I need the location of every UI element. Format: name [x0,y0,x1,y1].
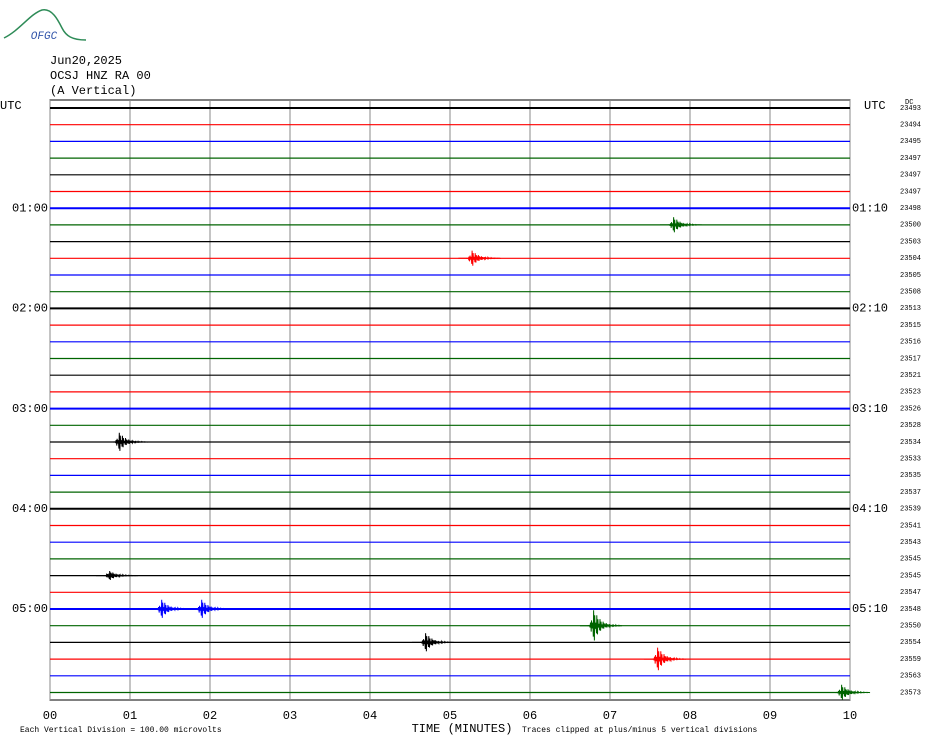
dc-value: 23563 [900,673,921,681]
x-tick-label: 00 [43,709,57,723]
event [580,610,623,641]
dc-value: 23504 [900,255,921,263]
dc-value: 23494 [900,122,921,130]
dc-value: 23535 [900,472,921,480]
component: (A Vertical) [50,84,136,98]
dc-value: 23515 [900,322,921,330]
scale-note: Each Vertical Division = 100.00 microvol… [20,726,222,735]
dc-value: 23493 [900,105,921,113]
event [828,684,871,700]
left-time-label: 02:00 [12,302,48,316]
event [458,250,501,266]
dc-value: 23497 [900,172,921,180]
event [96,570,139,581]
x-tick-label: 09 [763,709,777,723]
x-tick-label: 01 [123,709,137,723]
dc-value: 23523 [900,389,921,397]
x-tick-label: 04 [363,709,377,723]
x-tick-label: 03 [283,709,297,723]
logo-curve [3,9,87,41]
right-time-label: 02:10 [852,302,888,316]
left-time-label: 04:00 [12,502,48,516]
dc-value: 23541 [900,522,921,530]
dc-value: 23548 [900,606,921,614]
dc-value: 23497 [900,155,921,163]
event [105,432,148,451]
right-time-label: 03:10 [852,402,888,416]
x-label: TIME (MINUTES) [412,722,513,736]
dc-value: 23505 [900,272,921,280]
dc-value: 23526 [900,405,921,413]
dc-value: 23497 [900,188,921,196]
dc-value: 23554 [900,639,921,647]
right-time-label: 01:10 [852,201,888,215]
dc-value: 23534 [900,439,921,447]
left-time-label: 03:00 [12,402,48,416]
right-header: UTC [864,99,886,113]
x-tick-label: 02 [203,709,217,723]
right-time-label: 04:10 [852,502,888,516]
x-tick-label: 06 [523,709,537,723]
dc-value: 23543 [900,539,921,547]
dc-value: 23547 [900,589,921,597]
event [188,599,231,618]
event [148,599,191,618]
event [660,217,703,233]
dc-value: 23500 [900,222,921,230]
dc-value: 23516 [900,339,921,347]
station: OCSJ HNZ RA 00 [50,69,151,83]
dc-value: 23537 [900,489,921,497]
x-tick-label: 10 [843,709,857,723]
dc-value: 23539 [900,506,921,514]
left-time-label: 01:00 [12,201,48,215]
dc-value: 23508 [900,289,921,297]
dc-value: 23533 [900,456,921,464]
left-time-label: 05:00 [12,602,48,616]
date: Jun20,2025 [50,54,122,68]
dc-value: 23495 [900,138,921,146]
dc-value: 23550 [900,623,921,631]
logo: OFGC [31,31,58,43]
dc-value: 23545 [900,556,921,564]
dc-value: 23498 [900,205,921,213]
dc-value: 23503 [900,238,921,246]
dc-value: 23545 [900,572,921,580]
dc-value: 23517 [900,355,921,363]
dc-header: DC [905,99,913,107]
dc-value: 23573 [900,689,921,697]
dc-value: 23528 [900,422,921,430]
dc-value: 23559 [900,656,921,664]
x-tick-label: 07 [603,709,617,723]
x-tick-label: 05 [443,709,457,723]
clip-note: Traces clipped at plus/minus 5 vertical … [522,726,757,735]
event [412,633,455,652]
x-tick-label: 08 [683,709,697,723]
dc-value: 23513 [900,305,921,313]
dc-value: 23521 [900,372,921,380]
left-header: UTC [0,99,22,113]
event [644,647,687,671]
right-time-label: 05:10 [852,602,888,616]
